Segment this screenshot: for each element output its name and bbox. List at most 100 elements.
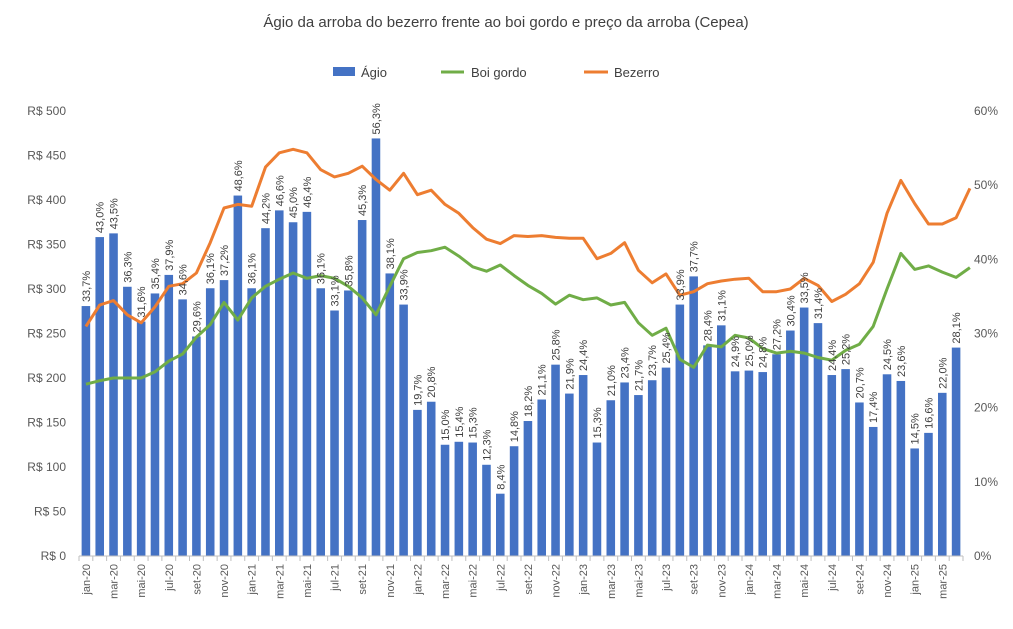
agio-bar [565, 393, 574, 556]
agio-bar [509, 446, 519, 556]
agio-data-label: 35,4% [150, 258, 162, 289]
agio-data-label: 46,6% [274, 175, 286, 206]
agio-bar [164, 274, 174, 556]
agio-bar [689, 276, 698, 556]
agio-bar [578, 375, 588, 556]
agio-data-label: 24,4% [578, 340, 590, 371]
agio-data-label: 36,1% [316, 253, 328, 284]
agio-bar [841, 369, 850, 556]
y-left-tick-label: R$ 50 [34, 505, 66, 519]
agio-data-label: 25,0% [744, 335, 756, 366]
agio-bar [95, 237, 105, 557]
x-tick-label: mai-24 [799, 564, 811, 598]
y-left-tick-label: R$ 0 [41, 549, 67, 563]
y-right-tick-label: 60% [974, 104, 998, 118]
legend: Ágio Boi gordo Bezerro [333, 65, 660, 80]
agio-bar [385, 273, 395, 556]
x-tick-label: mai-22 [468, 564, 480, 598]
x-tick-label: mai-20 [136, 564, 148, 598]
agio-bar [109, 233, 118, 556]
x-tick-label: nov-23 [716, 564, 728, 598]
agio-bar [620, 382, 629, 556]
agio-data-label: 35,8% [343, 255, 355, 286]
agio-bar [951, 347, 961, 556]
agio-data-label: 8,4% [495, 464, 507, 489]
y-right-tick-label: 50% [974, 178, 998, 192]
agio-bar [592, 442, 602, 556]
agio-bar [799, 307, 809, 556]
agio-data-label: 36,1% [205, 253, 217, 284]
agio-bar [661, 367, 671, 556]
y-right-tick-label: 0% [974, 549, 992, 563]
x-tick-label: set-23 [689, 564, 701, 595]
agio-data-label: 36,1% [247, 253, 259, 284]
agio-bar [495, 493, 505, 556]
agio-bar [772, 354, 781, 556]
x-tick-label: mar-20 [109, 564, 121, 599]
agio-bar [744, 370, 754, 556]
agio-bar [634, 395, 643, 556]
y-left-tick-label: R$ 150 [27, 416, 66, 430]
x-tick-label: set-22 [523, 564, 535, 595]
agio-bar [371, 138, 381, 557]
x-tick-label: nov-21 [385, 564, 397, 598]
agio-bar [468, 442, 477, 556]
agio-data-label: 29,6% [191, 301, 203, 332]
agio-bar [924, 432, 933, 556]
x-tick-label: mar-22 [440, 564, 452, 599]
agio-bar [827, 375, 837, 556]
x-tick-label: mar-23 [606, 564, 618, 599]
agio-data-label: 45,0% [288, 187, 300, 218]
agio-bar [178, 299, 187, 556]
agio-data-label: 37,7% [689, 241, 701, 272]
agio-bar [247, 288, 256, 556]
x-tick-label: mai-21 [302, 564, 314, 598]
x-tick-label: nov-24 [882, 564, 894, 598]
agio-bar-labels: 33,7% 43,0% 43,5% 36,3%31,6%35,4%37,9%34,6%… [81, 103, 963, 490]
agio-data-label: 20,7% [854, 367, 866, 398]
agio-data-label: 48,6% [233, 160, 245, 191]
agio-data-label: 21,7% [633, 360, 645, 391]
agio-bar [274, 210, 284, 556]
agio-data-label: 15,3% [468, 407, 480, 438]
agio-data-label: 24,9% [730, 336, 742, 367]
agio-data-label: 15,3% [592, 407, 604, 438]
agio-data-label: 28,4% [702, 310, 714, 341]
agio-bar [730, 371, 740, 556]
x-tick-label: jan-24 [744, 564, 756, 596]
agio-data-label: 25,4% [661, 332, 673, 363]
y-left-tick-label: R$ 500 [27, 104, 66, 118]
y-left-tick-label: R$ 200 [27, 371, 66, 385]
agio-bar [551, 364, 560, 556]
agio-data-label: 18,2% [523, 386, 535, 417]
y-left-tick-label: R$ 400 [27, 193, 66, 207]
agio-bar [81, 306, 91, 556]
boi-gordo-line [85, 245, 971, 386]
agio-data-label: 34,6% [178, 264, 190, 295]
x-tick-label: set-21 [357, 564, 369, 595]
agio-bar [523, 421, 533, 556]
y-left-tick-label: R$ 250 [27, 327, 66, 341]
agio-bar [675, 304, 685, 556]
agio-data-label: 33,5% [799, 272, 811, 303]
agio-bar [454, 441, 464, 556]
y-right-tick-label: 40% [974, 252, 998, 266]
agio-bar [716, 325, 726, 556]
agio-data-label: 43,5% [109, 198, 121, 229]
agio-bar [302, 211, 312, 556]
x-tick-label: jan-21 [247, 564, 259, 596]
x-tick-label: set-20 [191, 564, 203, 595]
agio-bar [399, 304, 408, 556]
x-tick-label: mai-23 [633, 564, 645, 598]
x-tick-label: jan-23 [578, 564, 590, 596]
agio-bar [233, 195, 243, 557]
agio-bar [855, 402, 864, 556]
y-right-tick-label: 30% [974, 327, 998, 341]
x-tick-label: jul-20 [164, 564, 176, 592]
agio-data-label: 23,7% [647, 345, 659, 376]
agio-data-label: 12,3% [481, 429, 493, 460]
agio-data-label: 21,9% [564, 358, 576, 389]
agio-bar [606, 400, 616, 556]
agio-data-label: 22,0% [937, 357, 949, 388]
